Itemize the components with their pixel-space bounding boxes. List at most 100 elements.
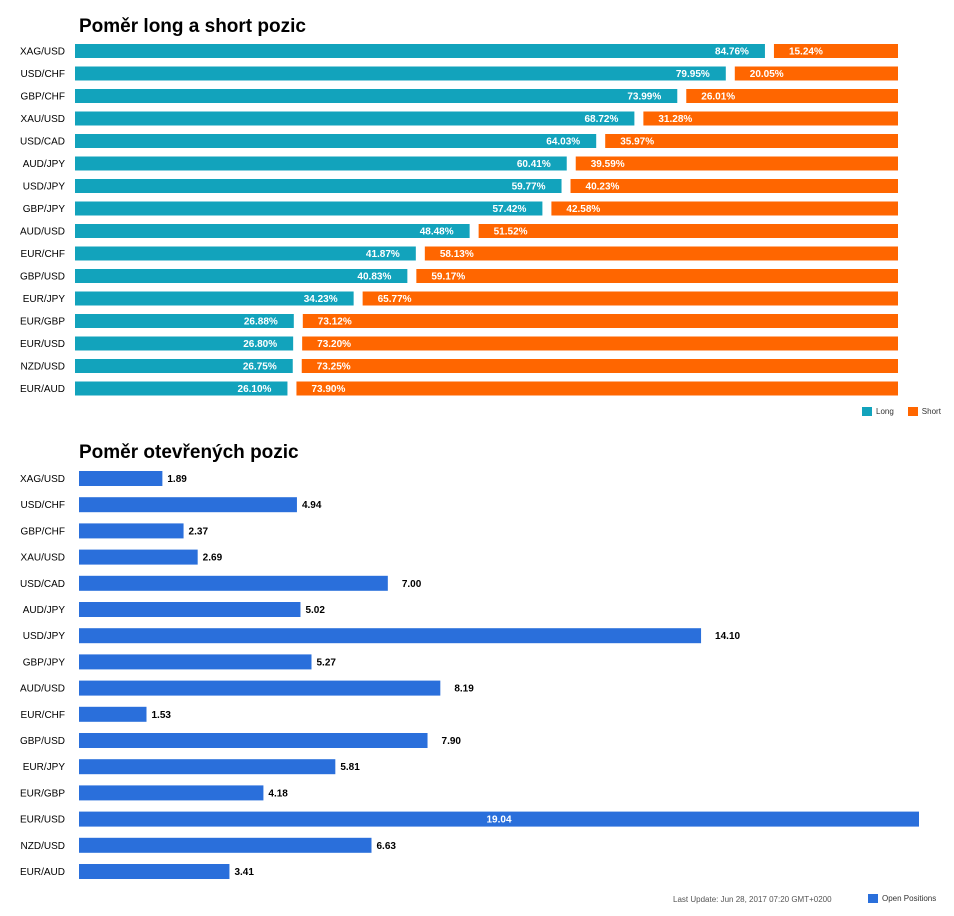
long-short-chart: XAG/USD 84.76% 15.24% USD/CHF 79.95% 20.05% GB… bbox=[20, 44, 899, 396]
long-value-label: 48.48% bbox=[420, 227, 454, 238]
category-label: USD/JPY bbox=[23, 182, 66, 193]
open-positions-bar bbox=[79, 864, 230, 879]
long-value-label: 79.95% bbox=[676, 69, 710, 80]
long-bar bbox=[75, 44, 765, 58]
category-label: AUD/USD bbox=[20, 684, 65, 695]
category-label: XAU/USD bbox=[21, 114, 65, 125]
category-label: USD/CAD bbox=[20, 137, 65, 148]
short-bar bbox=[424, 246, 898, 261]
open-positions-value-label: 3.41 bbox=[234, 867, 254, 878]
short-bar bbox=[734, 66, 898, 81]
long-value-label: 26.88% bbox=[244, 317, 278, 328]
open-positions-bar bbox=[79, 706, 147, 722]
category-label: GBP/JPY bbox=[23, 204, 66, 215]
open-positions-bar bbox=[79, 680, 441, 696]
open-positions-value-label: 1.89 bbox=[167, 474, 187, 485]
legend-long-short: Long Short bbox=[862, 407, 941, 416]
legend-open-positions: Open Positions bbox=[868, 894, 936, 903]
category-label: XAU/USD bbox=[21, 553, 65, 564]
last-update-text: Last Update: Jun 28, 2017 07:20 GMT+0200 bbox=[673, 895, 832, 904]
short-bar bbox=[551, 201, 898, 216]
short-bar bbox=[416, 269, 898, 283]
open-positions-bar bbox=[79, 759, 336, 775]
short-bar bbox=[301, 359, 898, 373]
category-label: NZD/USD bbox=[21, 841, 65, 852]
short-value-label: 15.24% bbox=[789, 47, 823, 58]
category-label: EUR/JPY bbox=[23, 294, 66, 305]
short-value-label: 58.13% bbox=[440, 249, 474, 260]
short-bar bbox=[296, 381, 899, 396]
open-positions-bar bbox=[79, 523, 184, 539]
short-value-label: 31.28% bbox=[658, 114, 692, 125]
short-bar bbox=[643, 111, 898, 126]
open-positions-bar bbox=[79, 575, 388, 591]
open-positions-value-label: 4.18 bbox=[268, 788, 288, 799]
long-bar bbox=[75, 314, 294, 328]
open-positions-value-label: 5.27 bbox=[317, 657, 337, 668]
legend-label-short: Short bbox=[921, 407, 941, 416]
category-label: USD/CAD bbox=[20, 579, 65, 590]
open-positions-value-label: 6.63 bbox=[377, 841, 397, 852]
chart-title-long-short: Poměr long a short pozic bbox=[79, 16, 306, 37]
open-positions-value-label: 7.90 bbox=[442, 736, 462, 747]
short-value-label: 65.77% bbox=[378, 294, 412, 305]
open-positions-value-label: 5.81 bbox=[340, 762, 360, 773]
category-label: AUD/USD bbox=[20, 227, 65, 238]
long-bar bbox=[75, 89, 678, 103]
category-label: USD/CHF bbox=[21, 69, 65, 80]
long-bar bbox=[75, 359, 293, 373]
open-positions-bar bbox=[79, 602, 301, 617]
long-bar bbox=[75, 66, 726, 81]
category-label: EUR/AUD bbox=[20, 867, 65, 878]
short-value-label: 39.59% bbox=[591, 159, 625, 170]
long-value-label: 40.83% bbox=[357, 272, 391, 283]
category-label: EUR/JPY bbox=[23, 762, 66, 773]
long-value-label: 26.75% bbox=[243, 362, 277, 373]
long-value-label: 59.77% bbox=[512, 182, 546, 193]
short-value-label: 42.58% bbox=[566, 204, 600, 215]
open-positions-value-label: 5.02 bbox=[305, 605, 325, 616]
long-bar bbox=[75, 134, 597, 148]
category-label: XAG/USD bbox=[20, 474, 65, 485]
short-bar bbox=[605, 134, 898, 148]
short-value-label: 73.90% bbox=[311, 384, 345, 395]
long-bar bbox=[75, 224, 470, 238]
short-bar bbox=[302, 314, 898, 328]
open-positions-value-label: 7.00 bbox=[402, 579, 422, 590]
open-positions-value-label: 14.10 bbox=[715, 631, 740, 642]
open-positions-bar bbox=[79, 785, 264, 801]
category-label: NZD/USD bbox=[21, 362, 65, 373]
chart-title-open-positions: Poměr otevřených pozic bbox=[79, 442, 299, 463]
short-bar bbox=[362, 291, 898, 306]
open-positions-value-label: 4.94 bbox=[302, 500, 322, 511]
category-label: AUD/JPY bbox=[23, 605, 66, 616]
short-value-label: 40.23% bbox=[586, 182, 620, 193]
long-bar bbox=[75, 111, 635, 126]
open-positions-bar bbox=[79, 733, 428, 748]
category-label: GBP/USD bbox=[20, 272, 65, 283]
short-value-label: 73.25% bbox=[317, 362, 351, 373]
long-value-label: 60.41% bbox=[517, 159, 551, 170]
long-value-label: 34.23% bbox=[304, 294, 338, 305]
open-positions-bar bbox=[79, 628, 702, 644]
open-positions-bar bbox=[79, 549, 198, 565]
open-positions-value-label: 2.69 bbox=[203, 553, 223, 564]
long-bar bbox=[75, 246, 416, 261]
category-label: GBP/JPY bbox=[23, 657, 66, 668]
long-value-label: 57.42% bbox=[492, 204, 526, 215]
open-positions-bar bbox=[79, 471, 163, 486]
long-bar bbox=[75, 381, 288, 396]
short-value-label: 35.97% bbox=[620, 137, 654, 148]
short-value-label: 51.52% bbox=[494, 227, 528, 238]
legend-label-open-positions: Open Positions bbox=[882, 894, 937, 903]
short-value-label: 73.20% bbox=[317, 339, 351, 350]
short-bar bbox=[478, 224, 898, 238]
open-positions-bar bbox=[79, 654, 312, 670]
legend-swatch-open-positions bbox=[868, 894, 878, 903]
long-value-label: 26.10% bbox=[238, 384, 272, 395]
open-positions-value-label: 8.19 bbox=[454, 684, 474, 695]
category-label: EUR/GBP bbox=[20, 317, 65, 328]
long-bar bbox=[75, 336, 294, 351]
category-label: GBP/CHF bbox=[21, 92, 65, 103]
